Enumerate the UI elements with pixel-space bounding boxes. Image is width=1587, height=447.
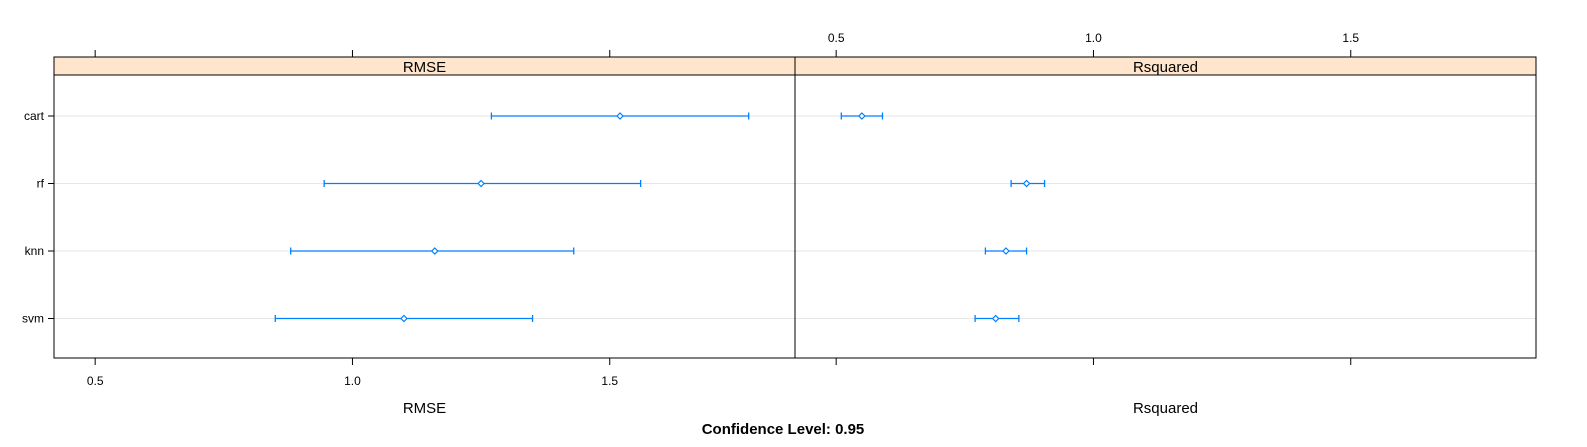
strip-label-rmse: RMSE [403, 59, 446, 76]
axis-title-rsquared: Rsquared [1133, 400, 1198, 417]
estimate-point-rmse-svm [400, 314, 408, 323]
category-label-knn: knn [25, 244, 44, 258]
tick-label-rmse-0: 0.5 [87, 374, 104, 388]
estimate-point-rsquared-svm [991, 314, 1000, 323]
estimate-point-rmse-knn [430, 247, 439, 255]
category-label-rf: rf [37, 177, 45, 191]
tick-label-rmse-2: 1.5 [601, 374, 618, 388]
tick-label-rsquared-1: 1.0 [1085, 31, 1102, 45]
tick-label-rsquared-0: 0.5 [828, 31, 845, 45]
category-label-svm: svm [22, 312, 44, 326]
panel-border-rmse [53, 56, 796, 359]
category-label-cart: cart [24, 109, 45, 123]
estimate-point-rsquared-knn [1002, 247, 1010, 255]
strip-label-rsquared: Rsquared [1133, 59, 1198, 76]
estimate-point-rsquared-rf [1022, 179, 1031, 188]
panel-border-rsquared [794, 56, 1537, 359]
estimate-point-rsquared-cart [858, 112, 866, 120]
estimate-point-rmse-rf [477, 179, 485, 188]
tick-label-rmse-1: 1.0 [344, 374, 361, 388]
tick-label-rsquared-2: 1.5 [1342, 31, 1359, 45]
confidence-level-label: Confidence Level: 0.95 [702, 421, 865, 438]
estimate-point-rmse-cart [616, 112, 624, 120]
axis-title-rmse: RMSE [403, 400, 446, 417]
